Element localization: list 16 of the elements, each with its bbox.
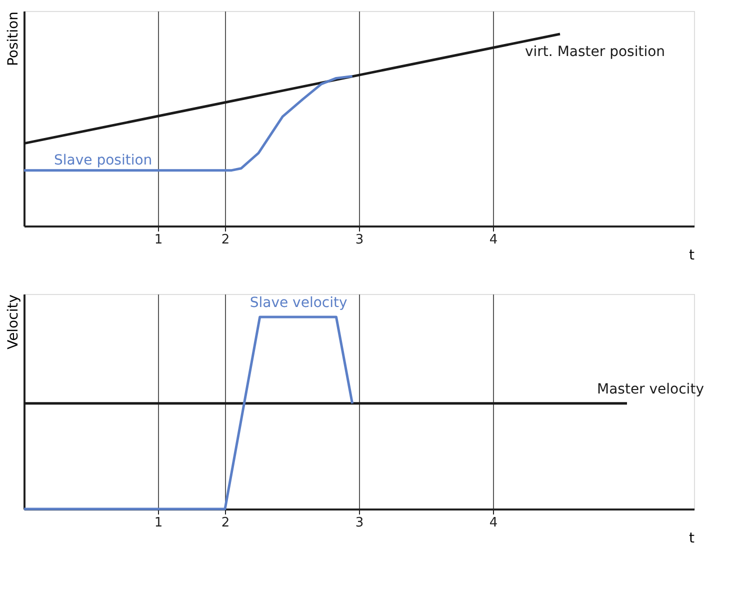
series-label: virt. Master position xyxy=(525,44,666,60)
x-axis-title: t xyxy=(689,248,695,264)
x-tick-label: 3 xyxy=(355,516,364,530)
x-axis-title: t xyxy=(689,530,695,546)
y-axis-title: Velocity xyxy=(6,294,22,350)
series-label: Slave velocity xyxy=(250,295,348,312)
x-tick-label: 4 xyxy=(489,232,498,248)
x-tick-label: 1 xyxy=(154,232,163,248)
x-tick-label: 2 xyxy=(221,232,230,248)
x-tick-label: 3 xyxy=(355,232,364,248)
x-tick-label: 4 xyxy=(489,516,498,530)
y-axis-title: Position xyxy=(6,12,22,66)
series-label: Master velocity xyxy=(597,381,704,398)
x-tick-label: 2 xyxy=(221,516,230,530)
series-label: Slave position xyxy=(54,152,152,168)
x-tick-label: 1 xyxy=(154,516,163,530)
